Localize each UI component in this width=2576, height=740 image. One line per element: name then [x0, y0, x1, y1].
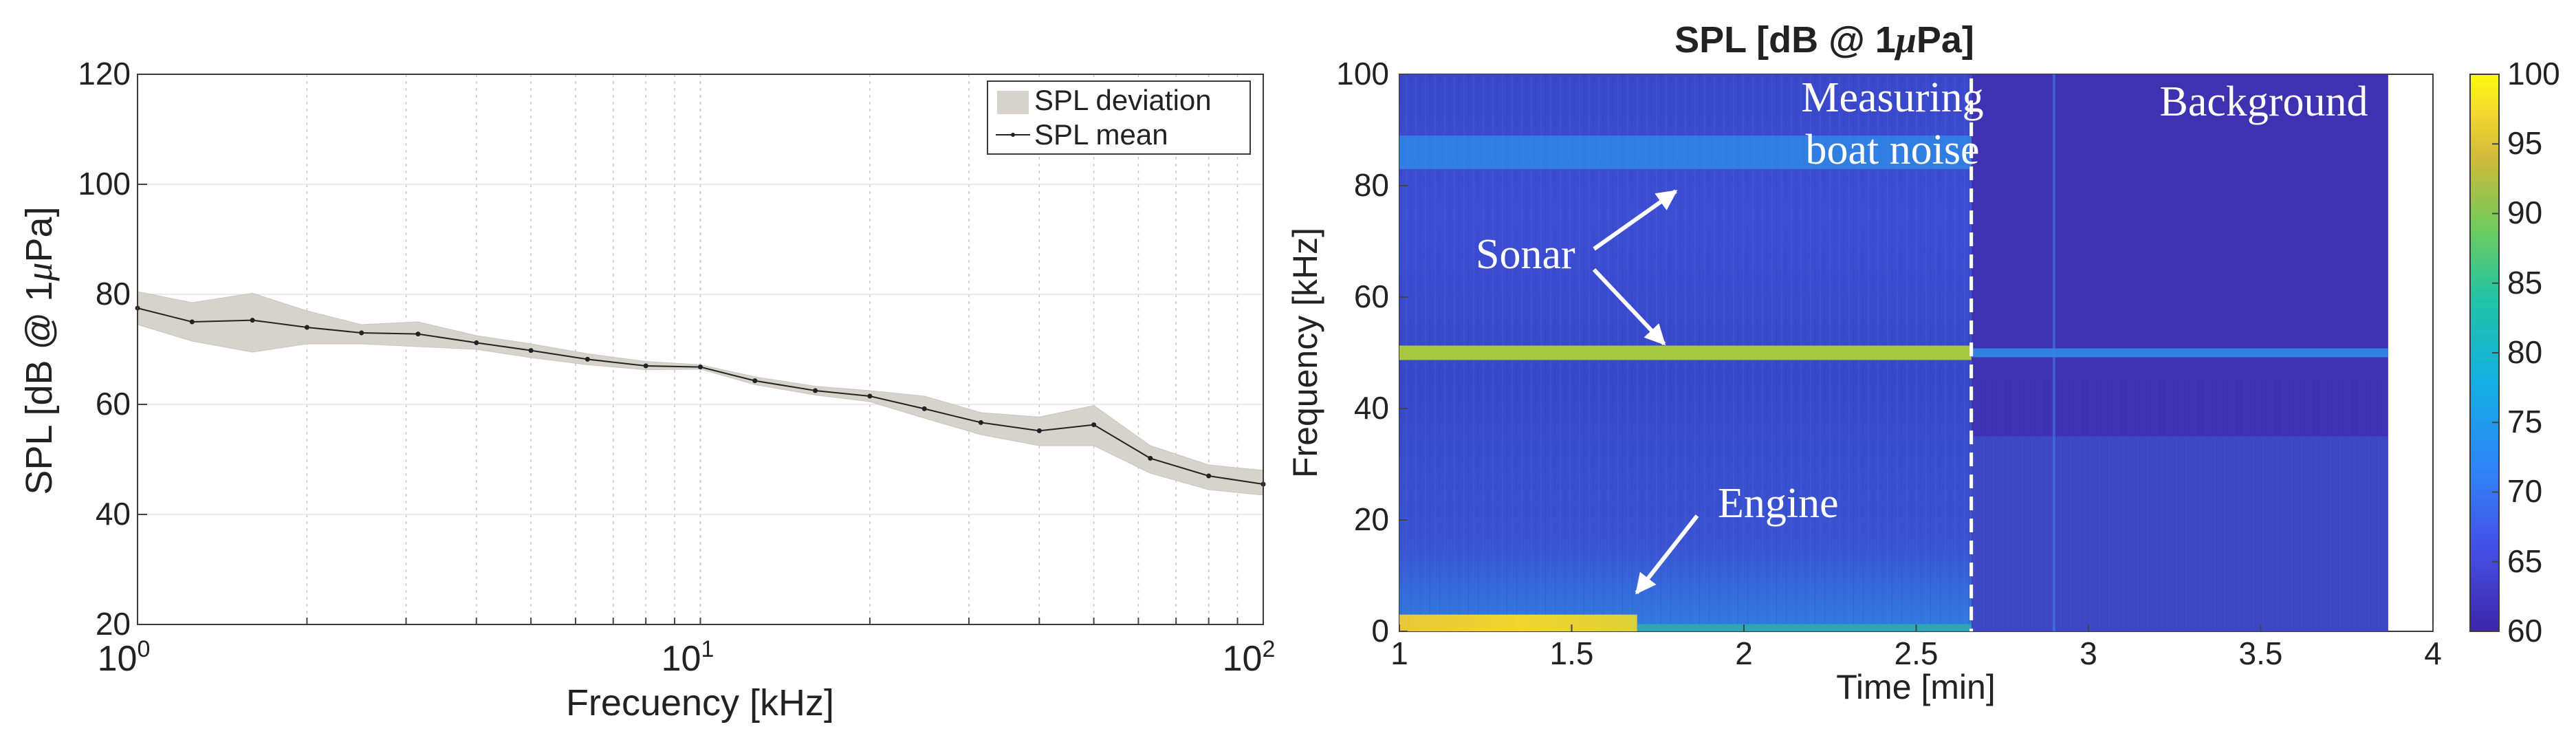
legend-box: [987, 80, 1251, 155]
left-xtick-label: 101: [662, 636, 714, 679]
colorbar-tick-label: 100: [2507, 56, 2560, 91]
sonar-arrow-low: [1592, 268, 1666, 346]
spl-mean-point: [1148, 455, 1153, 461]
sonar-low-band: [1399, 345, 1972, 360]
engine-label: Engine: [1718, 480, 1839, 527]
colorbar: 60 65 70 75 80 85 90 95 100: [2469, 56, 2560, 649]
colorbar-tick-marks: [2492, 74, 2499, 632]
measuring-label-line1: Measuring: [1801, 74, 1983, 121]
left-xtick-label: 100: [98, 636, 151, 679]
left-ytick-label: 20: [96, 606, 131, 642]
left-ytick-label: 80: [96, 276, 131, 312]
spl-mean-point: [1036, 428, 1042, 433]
colorbar-tick-label: 85: [2507, 265, 2542, 301]
spl-mean-point: [1206, 473, 1212, 479]
right-xtick-label: 1.5: [1550, 635, 1594, 671]
right-xtick-label: 2.5: [1895, 635, 1939, 671]
spl-mean-point: [528, 348, 534, 353]
legend-mean-marker: [1011, 133, 1015, 137]
right-xtick-marks: [1399, 74, 2434, 632]
colorbar-tick-label: 70: [2507, 473, 2542, 509]
right-y-axis-label: Frequency [kHz]: [1286, 228, 1324, 478]
right-ytick-label: 100: [1336, 56, 1389, 91]
right-ytick-label: 40: [1354, 390, 1389, 426]
right-yticks: 0 20 40 60 80 100: [1336, 56, 1389, 649]
colorbar-tick-label: 95: [2507, 125, 2542, 161]
measuring-label-line2: boat noise: [1805, 127, 1979, 173]
legend-deviation-label: SPL deviation: [1034, 84, 1212, 116]
right-ytick-label: 80: [1354, 167, 1389, 203]
left-xtick-label: 102: [1223, 636, 1276, 679]
right-xticks: 1 1.5 2 2.5 3 3.5 4: [1390, 635, 2442, 671]
spl-mean-point: [643, 363, 648, 369]
left-ytick-label: 100: [78, 166, 131, 202]
sonar-high-band: [1399, 135, 1972, 169]
spl-mean-point: [474, 340, 479, 345]
right-xtick-label: 3.5: [2239, 635, 2283, 671]
right-x-axis-label: Time [min]: [1836, 668, 1996, 706]
legend-deviation-swatch: [997, 91, 1029, 114]
left-ytick-label: 120: [78, 56, 131, 91]
spl-mean-point: [698, 364, 703, 370]
left-plot-frame: [137, 74, 1264, 625]
low-frequency-floor: [1637, 624, 1972, 631]
left-ytick-label: 40: [96, 496, 131, 532]
vertical-noise-line: [2052, 74, 2055, 631]
spl-mean-point: [752, 378, 758, 384]
spl-mean-point: [1091, 422, 1097, 428]
spl-mean-point: [415, 331, 421, 337]
sonar-low-band-background: [1971, 348, 2388, 358]
engine-arrow: [1635, 514, 1699, 595]
left-legend: SPL deviation SPL mean: [987, 80, 1251, 155]
spl-mean-point: [250, 318, 255, 323]
left-yticks: 20 40 60 80 100 120: [78, 56, 131, 642]
background-label: Background: [2159, 78, 2368, 125]
right-xtick-label: 4: [2424, 635, 2442, 671]
right-ytick-label: 0: [1371, 613, 1389, 649]
spl-mean-point: [359, 330, 364, 336]
sonar-label: Sonar: [1476, 231, 1575, 278]
colorbar-tick-label: 90: [2507, 195, 2542, 230]
right-ytick-label: 60: [1354, 279, 1389, 314]
colorbar-tick-label: 60: [2507, 613, 2542, 649]
colorbar-labels: 60 65 70 75 80 85 90 95 100: [2507, 56, 2560, 649]
spl-mean-point: [921, 406, 927, 411]
right-chart-title: SPL [dB @ 1μPa]: [1674, 19, 1974, 61]
engine-band: [1399, 614, 1637, 631]
spl-mean-point: [813, 388, 818, 393]
left-xticks: 100 101 102: [98, 636, 1276, 679]
right-xtick-label: 1: [1390, 635, 1408, 671]
right-xtick-label: 3: [2080, 635, 2097, 671]
spl-mean-point: [978, 420, 983, 425]
spl-mean-point: [304, 325, 309, 330]
spectrogram-chart: SPL [dB @ 1μPa] Measuring boat noise Bac…: [1286, 19, 2442, 706]
spl-mean-point: [867, 393, 873, 399]
background-lower-noise: [1971, 436, 2388, 631]
spl-mean-point: [189, 319, 195, 325]
right-xtick-label: 2: [1735, 635, 1753, 671]
left-y-axis-label: SPL [dB @ 1μPa]: [19, 206, 60, 494]
left-ytick-label: 60: [96, 386, 131, 422]
left-grid: [306, 74, 1238, 624]
colorbar-tick-label: 80: [2507, 334, 2542, 370]
colorbar-tick-label: 65: [2507, 543, 2542, 579]
colorbar-tick-label: 75: [2507, 404, 2542, 439]
left-x-axis-label: Frecuency [kHz]: [566, 682, 834, 723]
right-ytick-label: 20: [1354, 501, 1389, 537]
spl-frequency-chart: 20 40 60 80 100 120 100 101 102 Frecuenc…: [19, 56, 1275, 723]
sonar-arrow-high: [1593, 189, 1678, 251]
legend-mean-label: SPL mean: [1034, 118, 1168, 151]
spl-mean-point: [585, 356, 590, 362]
